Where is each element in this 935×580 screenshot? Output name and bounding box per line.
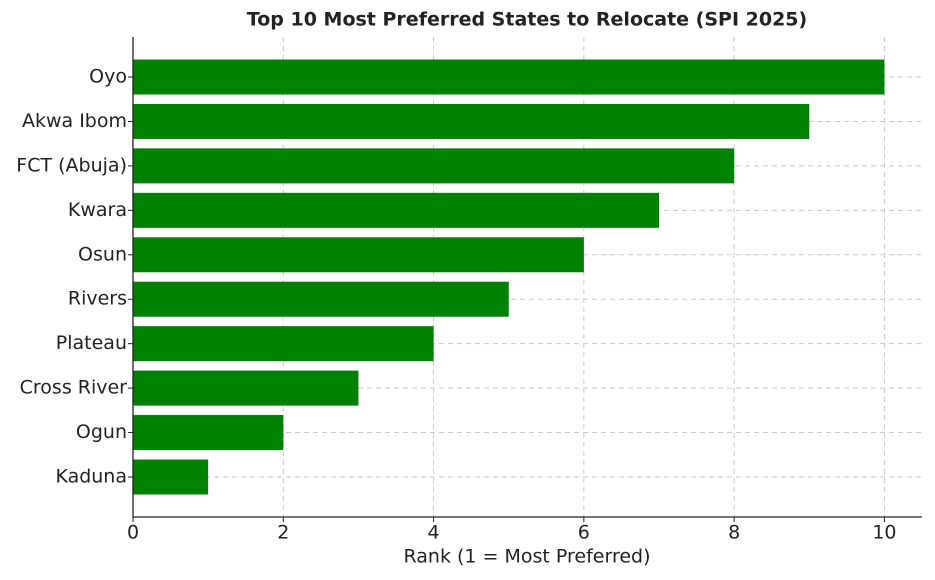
y-tick-label: Oyo: [89, 66, 127, 88]
y-tick-label: Rivers: [68, 288, 127, 310]
x-tick-label: 0: [127, 522, 139, 544]
bar: [133, 326, 434, 362]
y-tick-label: Akwa Ibom: [22, 110, 127, 132]
y-tick-label: Plateau: [56, 332, 127, 354]
y-tick-label: Kwara: [68, 199, 127, 221]
x-tick-label: 6: [578, 522, 590, 544]
x-axis-label: Rank (1 = Most Preferred): [403, 546, 650, 568]
bar: [133, 103, 810, 139]
bar: [133, 148, 735, 184]
x-tick-label: 2: [277, 522, 289, 544]
bar: [133, 59, 885, 95]
y-tick-label: Osun: [78, 243, 127, 265]
y-tick-label: Ogun: [76, 421, 127, 443]
chart-title: Top 10 Most Preferred States to Relocate…: [247, 9, 807, 31]
bar: [133, 192, 659, 228]
x-tick-label: 10: [872, 522, 896, 544]
y-tick-label: Kaduna: [55, 466, 127, 488]
x-tick-label: 4: [428, 522, 440, 544]
bar: [133, 281, 509, 317]
y-tick-label: Cross River: [20, 377, 128, 399]
bar: [133, 459, 209, 495]
bar: [133, 237, 584, 273]
x-tick-label: 8: [728, 522, 740, 544]
bar: [133, 370, 359, 406]
y-tick-label: FCT (Abuja): [16, 154, 127, 176]
bar: [133, 415, 284, 451]
